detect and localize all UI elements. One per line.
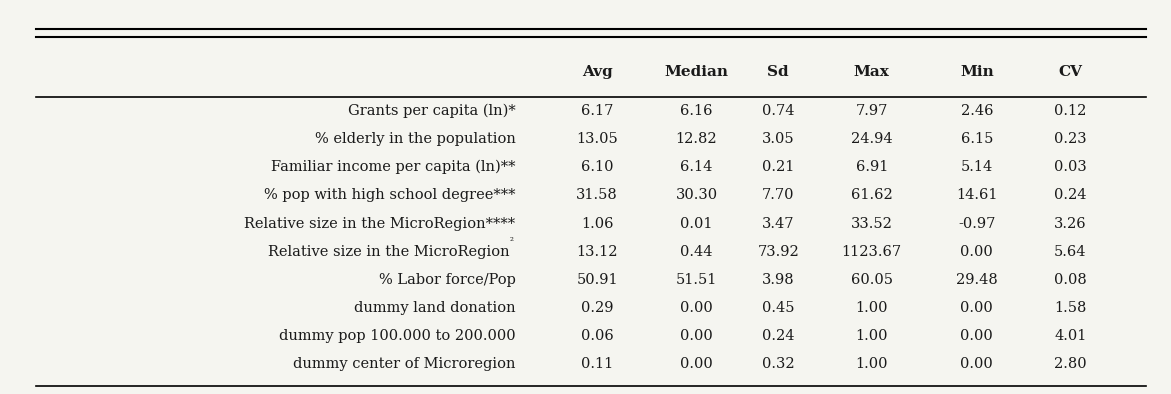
Text: % pop with high school degree***: % pop with high school degree*** — [263, 188, 515, 203]
Text: Sd: Sd — [767, 65, 789, 79]
Text: 1.00: 1.00 — [856, 329, 888, 343]
Text: 14.61: 14.61 — [956, 188, 998, 203]
Text: 2.80: 2.80 — [1054, 357, 1087, 372]
Text: dummy pop 100.000 to 200.000: dummy pop 100.000 to 200.000 — [279, 329, 515, 343]
Text: 6.10: 6.10 — [581, 160, 614, 174]
Text: % elderly in the population: % elderly in the population — [315, 132, 515, 146]
Text: 6.15: 6.15 — [960, 132, 993, 146]
Text: 73.92: 73.92 — [758, 245, 799, 259]
Text: 6.16: 6.16 — [680, 104, 713, 118]
Text: 3.47: 3.47 — [762, 217, 794, 230]
Text: 3.05: 3.05 — [762, 132, 795, 146]
Text: 31.58: 31.58 — [576, 188, 618, 203]
Text: Familiar income per capita (ln)**: Familiar income per capita (ln)** — [271, 160, 515, 175]
Text: 30.30: 30.30 — [676, 188, 718, 203]
Text: 5.64: 5.64 — [1054, 245, 1087, 259]
Text: 0.00: 0.00 — [960, 301, 993, 315]
Text: 6.14: 6.14 — [680, 160, 713, 174]
Text: 61.62: 61.62 — [851, 188, 892, 203]
Text: 1.00: 1.00 — [856, 301, 888, 315]
Text: 6.91: 6.91 — [856, 160, 888, 174]
Text: Grants per capita (ln)*: Grants per capita (ln)* — [348, 104, 515, 118]
Text: 0.06: 0.06 — [581, 329, 614, 343]
Text: Relative size in the MicroRegion****: Relative size in the MicroRegion**** — [245, 217, 515, 230]
Text: 13.05: 13.05 — [576, 132, 618, 146]
Text: 50.91: 50.91 — [576, 273, 618, 287]
Text: CV: CV — [1059, 65, 1082, 79]
Text: 3.26: 3.26 — [1054, 217, 1087, 230]
Text: 0.01: 0.01 — [680, 217, 713, 230]
Text: Relative size in the MicroRegion: Relative size in the MicroRegion — [268, 245, 509, 259]
Text: ²: ² — [509, 238, 514, 247]
Text: 0.29: 0.29 — [581, 301, 614, 315]
Text: 6.17: 6.17 — [581, 104, 614, 118]
Text: 60.05: 60.05 — [850, 273, 892, 287]
Text: 0.24: 0.24 — [762, 329, 794, 343]
Text: 1.06: 1.06 — [581, 217, 614, 230]
Text: % Labor force/Pop: % Labor force/Pop — [378, 273, 515, 287]
Text: Max: Max — [854, 65, 890, 79]
Text: 4.01: 4.01 — [1054, 329, 1087, 343]
Text: Avg: Avg — [582, 65, 612, 79]
Text: 0.03: 0.03 — [1054, 160, 1087, 174]
Text: 1123.67: 1123.67 — [842, 245, 902, 259]
Text: 13.12: 13.12 — [576, 245, 618, 259]
Text: 0.00: 0.00 — [680, 329, 713, 343]
Text: 0.00: 0.00 — [960, 245, 993, 259]
Text: 12.82: 12.82 — [676, 132, 718, 146]
Text: dummy center of Microregion: dummy center of Microregion — [293, 357, 515, 372]
Text: 29.48: 29.48 — [956, 273, 998, 287]
Text: 33.52: 33.52 — [851, 217, 892, 230]
Text: 1.00: 1.00 — [856, 357, 888, 372]
Text: 5.14: 5.14 — [960, 160, 993, 174]
Text: 2.46: 2.46 — [960, 104, 993, 118]
Text: 0.45: 0.45 — [762, 301, 794, 315]
Text: 0.44: 0.44 — [680, 245, 713, 259]
Text: 0.11: 0.11 — [581, 357, 614, 372]
Text: 0.23: 0.23 — [1054, 132, 1087, 146]
Text: 0.12: 0.12 — [1054, 104, 1087, 118]
Text: 0.08: 0.08 — [1054, 273, 1087, 287]
Text: 0.00: 0.00 — [960, 329, 993, 343]
Text: 0.00: 0.00 — [680, 301, 713, 315]
Text: 7.70: 7.70 — [762, 188, 794, 203]
Text: 0.32: 0.32 — [762, 357, 795, 372]
Text: 1.58: 1.58 — [1054, 301, 1087, 315]
Text: 0.24: 0.24 — [1054, 188, 1087, 203]
Text: 3.98: 3.98 — [762, 273, 795, 287]
Text: 0.00: 0.00 — [680, 357, 713, 372]
Text: 0.74: 0.74 — [762, 104, 794, 118]
Text: 51.51: 51.51 — [676, 273, 717, 287]
Text: dummy land donation: dummy land donation — [354, 301, 515, 315]
Text: Min: Min — [960, 65, 994, 79]
Text: 24.94: 24.94 — [851, 132, 892, 146]
Text: -0.97: -0.97 — [958, 217, 995, 230]
Text: 0.00: 0.00 — [960, 357, 993, 372]
Text: 0.21: 0.21 — [762, 160, 794, 174]
Text: Median: Median — [664, 65, 728, 79]
Text: 7.97: 7.97 — [856, 104, 888, 118]
